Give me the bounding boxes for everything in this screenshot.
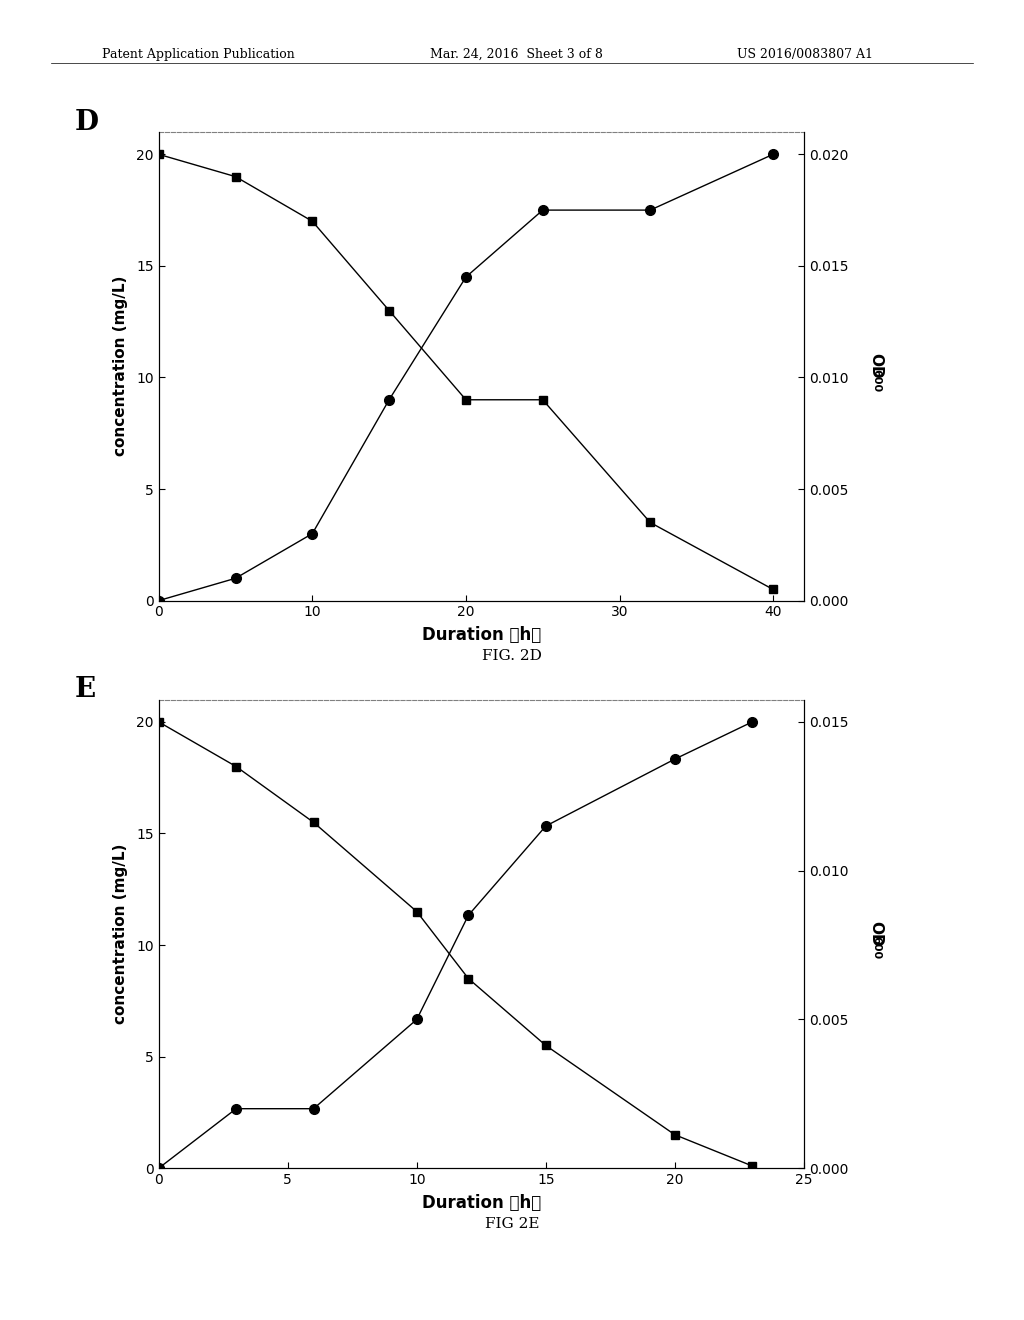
Text: Patent Application Publication: Patent Application Publication (102, 48, 295, 61)
Text: E: E (75, 676, 96, 704)
Text: Mar. 24, 2016  Sheet 3 of 8: Mar. 24, 2016 Sheet 3 of 8 (430, 48, 603, 61)
Text: 600: 600 (871, 368, 881, 392)
Y-axis label: concentration (mg/L): concentration (mg/L) (113, 276, 128, 457)
Text: OD: OD (868, 921, 884, 946)
Text: 600: 600 (871, 936, 881, 960)
Text: US 2016/0083807 A1: US 2016/0083807 A1 (737, 48, 873, 61)
Text: FIG. 2D: FIG. 2D (482, 649, 542, 664)
X-axis label: Duration （h）: Duration （h） (422, 1195, 541, 1212)
Text: D: D (75, 108, 99, 136)
Y-axis label: concentration (mg/L): concentration (mg/L) (113, 843, 128, 1024)
Text: OD: OD (868, 354, 884, 379)
X-axis label: Duration （h）: Duration （h） (422, 627, 541, 644)
Text: FIG 2E: FIG 2E (484, 1217, 540, 1232)
